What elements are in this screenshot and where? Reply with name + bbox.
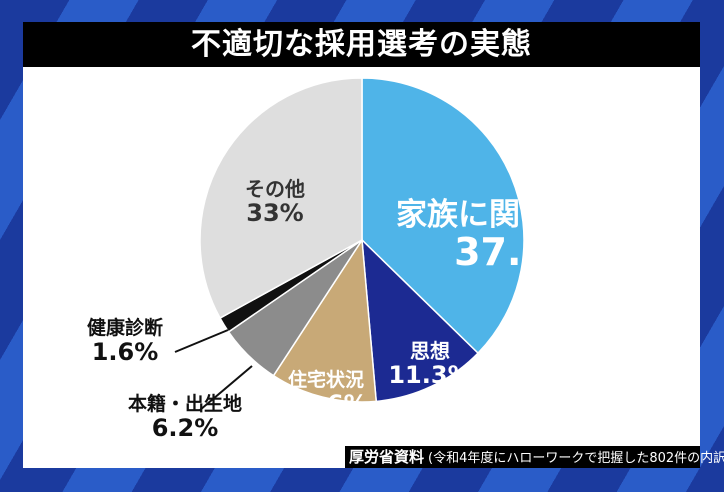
chart-title: 不適切な採用選考の実態 [23,22,700,67]
leader-line-health [174,329,229,353]
pie-slice-family [361,77,525,355]
label-housing-value: 10.6% [284,389,368,418]
label-family-value: 37.3% [454,230,586,275]
leader-line-domicile [199,365,253,411]
label-other-value: 33% [246,199,304,227]
label-thought: 思想 11.3% [380,340,480,388]
source-caption: 厚労省資料 (令和4年度にハローワークで把握した802件の内訳) [345,446,724,468]
label-housing: 住宅状況 10.6% [276,369,376,418]
pie-slice-other [199,77,363,320]
label-thought-value: 11.3% [388,361,472,389]
label-health-name: 健康診断 [86,317,163,339]
label-health: 健康診断 1.6% [70,317,180,366]
label-thought-name: 思想 [410,339,450,363]
label-domicile: 本籍・出生地 6.2% [120,393,250,442]
source-note: (令和4年度にハローワークで把握した802件の内訳) [428,451,724,466]
label-housing-name: 住宅状況 [287,369,364,391]
label-family-name: 家族に関すること [396,197,644,233]
label-other: その他 33% [225,178,325,226]
label-domicile-name: 本籍・出生地 [127,393,242,415]
label-family: 家族に関すること 37.3% [380,198,660,274]
label-domicile-value: 6.2% [151,413,219,442]
pie-slice-housing [272,237,378,403]
source-name: 厚労省資料 [349,448,425,466]
label-health-value: 1.6% [91,337,159,366]
pie-slice-thought [361,238,480,403]
label-other-name: その他 [245,177,305,201]
